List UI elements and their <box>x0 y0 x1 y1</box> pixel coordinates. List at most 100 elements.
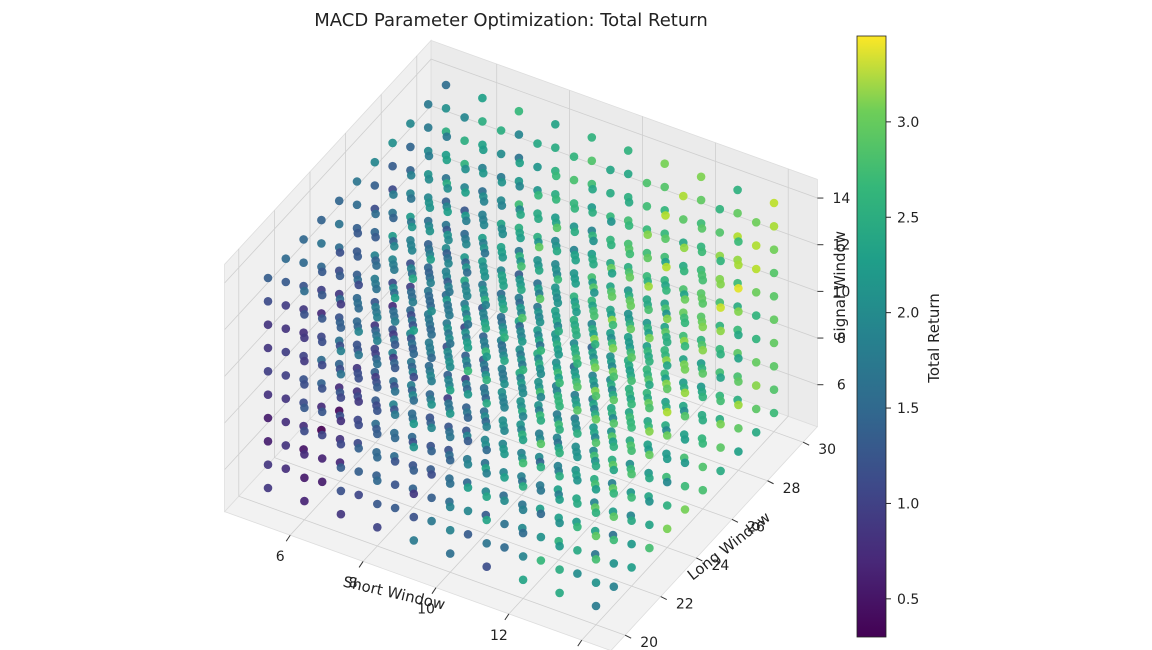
data-point <box>734 377 743 386</box>
colorbar-tick-label: 0.5 <box>897 592 919 608</box>
data-point <box>263 320 273 330</box>
data-point <box>518 575 528 585</box>
data-point <box>500 449 509 459</box>
data-point <box>482 562 492 571</box>
y-gridline <box>238 248 626 636</box>
data-point <box>482 445 492 455</box>
data-point <box>716 443 725 452</box>
data-point <box>370 181 380 190</box>
data-point <box>317 477 327 487</box>
colorbar-label: Total Return <box>925 293 943 384</box>
data-point <box>554 350 563 359</box>
data-point <box>573 429 582 438</box>
data-point <box>769 292 779 301</box>
data-point <box>442 132 452 141</box>
data-point <box>263 460 273 470</box>
data-point <box>769 268 779 278</box>
data-point <box>445 479 455 488</box>
data-point <box>409 419 419 429</box>
data-point <box>517 285 526 295</box>
data-point <box>479 168 488 178</box>
data-point <box>661 211 670 220</box>
data-point <box>608 320 618 330</box>
data-point <box>390 340 400 350</box>
data-point <box>263 367 273 376</box>
z-tick-label: 12 <box>832 238 850 254</box>
data-point <box>445 549 455 558</box>
data-point <box>390 433 400 443</box>
data-point <box>591 601 601 611</box>
data-point <box>427 423 436 433</box>
data-point <box>645 473 654 483</box>
data-point <box>662 286 671 295</box>
data-point <box>409 466 419 475</box>
data-point <box>591 438 601 448</box>
data-point <box>370 157 380 167</box>
data-point <box>609 559 619 568</box>
data-point <box>644 282 653 291</box>
data-point <box>680 295 690 304</box>
data-point <box>354 467 364 476</box>
data-point <box>390 410 400 420</box>
data-point <box>263 343 273 353</box>
data-point <box>645 427 654 436</box>
data-point <box>514 130 524 139</box>
data-point <box>591 508 601 517</box>
data-point <box>588 184 597 194</box>
data-point <box>554 326 563 336</box>
data-point <box>427 400 436 409</box>
data-point <box>734 307 743 316</box>
data-point <box>751 264 761 274</box>
data-point <box>482 422 492 432</box>
data-point <box>606 188 615 198</box>
data-point <box>462 268 472 277</box>
y-tick-label: 24 <box>711 558 729 574</box>
data-point <box>426 255 436 264</box>
data-point <box>263 390 273 400</box>
data-point <box>373 453 382 462</box>
data-point <box>263 297 273 306</box>
data-point <box>661 234 670 243</box>
data-point <box>769 315 779 325</box>
data-point <box>625 249 635 259</box>
data-point <box>590 288 599 297</box>
data-point <box>427 516 436 526</box>
data-point <box>609 372 619 382</box>
data-point <box>573 546 582 555</box>
data-point <box>769 198 779 208</box>
colorbar-tick-label: 1.0 <box>897 496 919 512</box>
x-tick-label: 10 <box>417 602 435 618</box>
data-point <box>281 441 291 450</box>
data-point <box>463 343 473 352</box>
data-point <box>371 232 380 242</box>
data-point <box>645 450 654 460</box>
data-point <box>716 419 725 429</box>
data-point <box>317 314 327 323</box>
data-point <box>354 304 364 313</box>
data-point <box>536 462 546 472</box>
data-point <box>591 485 601 494</box>
data-point <box>642 178 652 188</box>
data-point <box>573 476 582 485</box>
data-point <box>335 271 345 281</box>
data-point <box>570 227 580 237</box>
data-point <box>609 465 619 475</box>
data-point <box>607 292 617 301</box>
data-point <box>336 346 346 356</box>
data-point <box>463 460 473 469</box>
data-point <box>573 406 582 415</box>
data-point <box>500 473 509 482</box>
data-point <box>698 415 708 425</box>
y-tick-label: 28 <box>783 481 801 497</box>
data-point <box>516 210 525 219</box>
data-point <box>518 313 527 323</box>
x-tick-label: 8 <box>349 575 358 591</box>
x-tick <box>358 561 364 568</box>
data-point <box>478 93 487 103</box>
data-point <box>536 439 546 449</box>
data-point <box>482 352 492 362</box>
data-point <box>336 416 346 426</box>
data-point <box>734 330 743 340</box>
data-point <box>480 248 490 258</box>
data-point <box>573 452 582 462</box>
